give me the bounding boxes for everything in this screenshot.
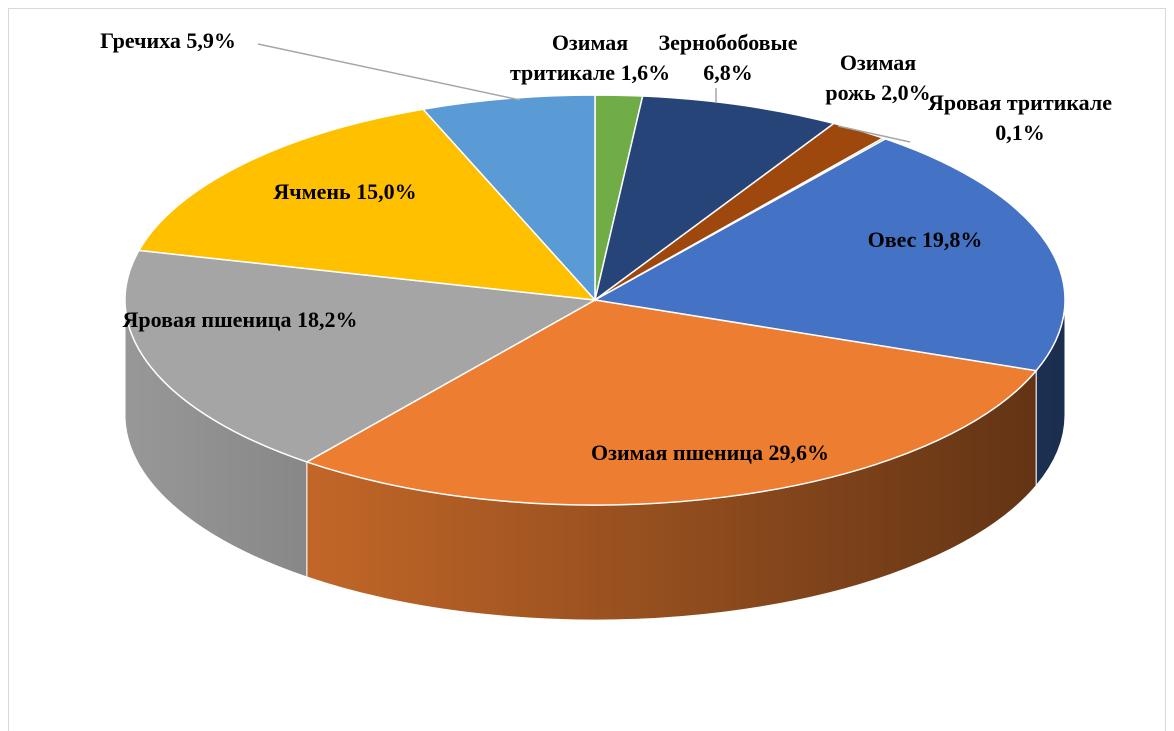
- value-label: 19,8%: [921, 227, 983, 252]
- slice: [593, 95, 836, 302]
- value-label: 0,1%: [995, 120, 1045, 145]
- leader-line: [837, 125, 911, 143]
- leader-lines: [257, 43, 911, 143]
- category-name: Яровая тритикале: [928, 90, 1112, 115]
- data-label: Озимая тритикале 1,6%: [505, 28, 675, 88]
- value-label: 1,6%: [620, 60, 671, 85]
- slice: [137, 108, 597, 301]
- leader-line: [257, 43, 521, 101]
- value-label: 2,0%: [881, 80, 931, 105]
- slice: [304, 299, 1038, 506]
- slice: [124, 249, 598, 463]
- value-label: 29,6%: [768, 440, 829, 465]
- category-name: Гречиха: [100, 28, 181, 53]
- value-label: 18,2%: [296, 307, 358, 332]
- data-label: Яровая тритикале 0,1%: [905, 88, 1135, 148]
- category-name: Ячмень: [273, 179, 351, 204]
- slice: [592, 138, 1066, 372]
- category-name: Озимая пшеница: [591, 440, 763, 465]
- data-label: Озимая пшеница 29,6%: [585, 438, 835, 468]
- data-label: Ячмень 15,0%: [235, 177, 455, 207]
- category-name: Овес: [867, 227, 917, 252]
- data-label: Овес 19,8%: [825, 225, 1025, 255]
- value-label: 5,9%: [186, 28, 236, 53]
- value-label: 6,8%: [703, 60, 753, 85]
- category-name: Озимая рожь: [825, 50, 917, 105]
- slice: [421, 94, 596, 302]
- category-name: Озимая тритикале: [509, 30, 629, 85]
- value-label: 15,0%: [356, 179, 417, 204]
- category-name: Яровая пшеница: [122, 307, 292, 332]
- chart-frame: [8, 8, 1166, 731]
- data-label: Яровая пшеница 18,2%: [115, 305, 365, 335]
- data-label: Зернобобовые 6,8%: [643, 28, 813, 88]
- data-label: Озимая рожь 2,0%: [813, 48, 943, 108]
- data-label: Гречиха 5,9%: [58, 26, 278, 56]
- category-name: Зернобобовые: [658, 30, 798, 55]
